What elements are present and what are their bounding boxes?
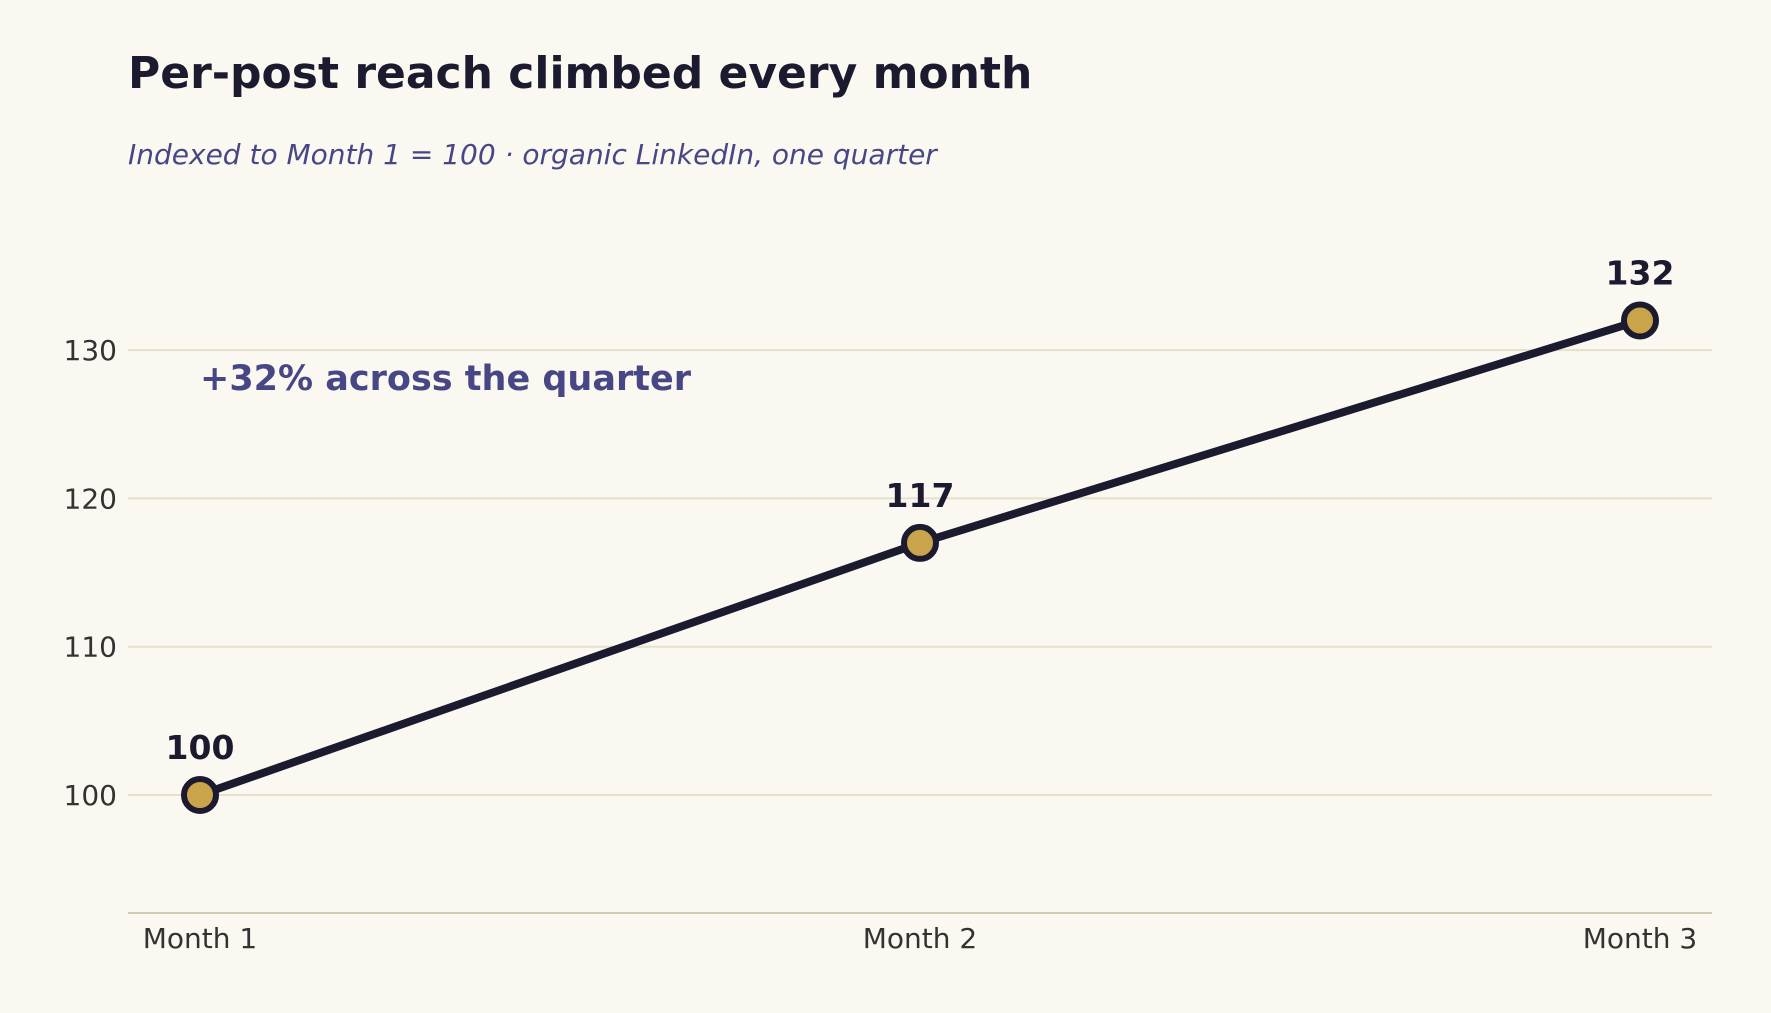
x-tick-label: Month 1 <box>143 922 257 955</box>
chart-subtitle: Indexed to Month 1 = 100 · organic Linke… <box>128 138 937 171</box>
annotation-label: +32% across the quarter <box>200 359 692 399</box>
x-tick-labels: Month 1 Month 2 Month 3 <box>143 922 1697 955</box>
x-tick-label: Month 3 <box>1583 922 1697 955</box>
data-label: 100 <box>166 728 235 767</box>
data-point-marker <box>1621 301 1659 340</box>
x-tick-label: Month 2 <box>863 922 977 955</box>
y-tick-label: 110 <box>64 631 117 664</box>
y-tick-label: 130 <box>64 334 117 367</box>
series-layer <box>181 301 1659 814</box>
y-tick-label: 100 <box>64 779 117 812</box>
chart-title: Per-post reach climbed every month <box>128 48 1033 99</box>
data-point-marker <box>181 776 219 814</box>
data-labels: 100 117 132 <box>166 253 1675 767</box>
data-point-marker <box>901 523 939 562</box>
y-tick-label: 120 <box>64 482 117 515</box>
data-label: 117 <box>886 476 955 515</box>
y-tick-labels: 100 110 120 130 <box>64 334 117 812</box>
data-label: 132 <box>1606 253 1675 292</box>
y-gridlines <box>128 349 1712 796</box>
